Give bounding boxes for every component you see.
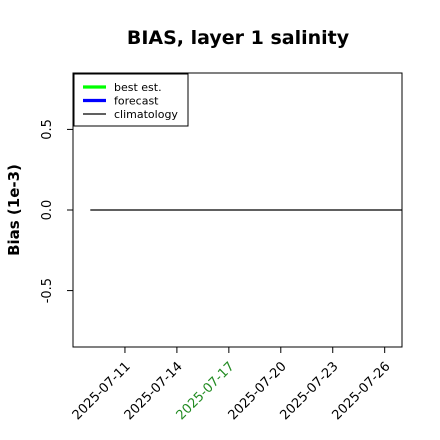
y-tick-label: 0.5 [40,119,55,140]
x-axis: 2025-07-112025-07-142025-07-172025-07-20… [70,347,394,423]
legend-entry-label: best est. [114,81,162,94]
y-tick-label: -0.5 [40,278,55,303]
y-axis: -0.5 0.0 0.5 [40,119,73,303]
chart-title: BIAS, layer 1 salinity [127,27,350,49]
legend-entry-label: forecast [114,95,159,108]
y-axis-label: Bias (1e-3) [5,164,23,256]
legend-entry-label: climatology [114,108,178,121]
y-tick-label: 0.0 [40,200,55,221]
